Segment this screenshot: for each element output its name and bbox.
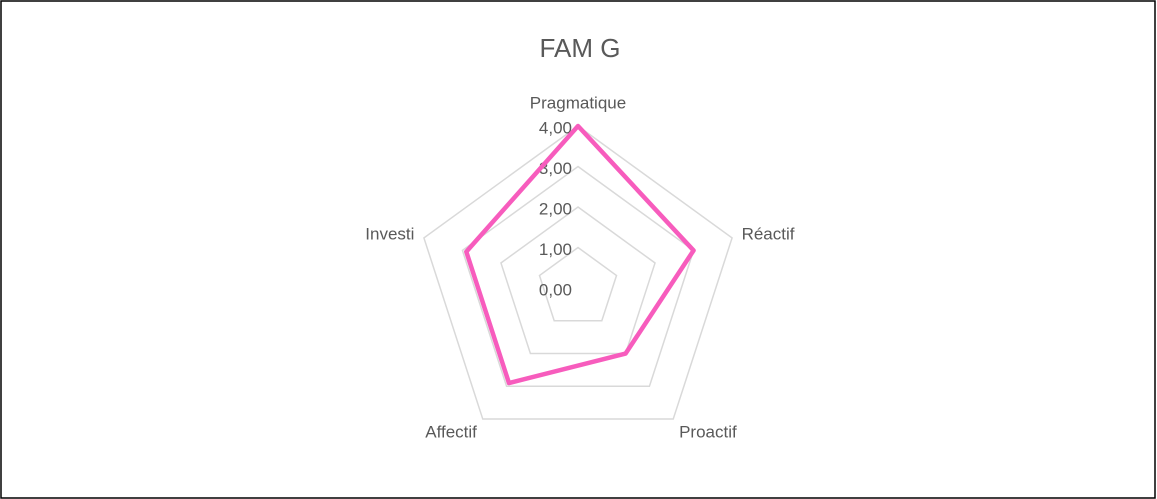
y-tick-label: 1,00 (539, 240, 572, 259)
y-tick-label: 0,00 (539, 280, 572, 299)
category-label: Proactif (679, 423, 737, 442)
category-label: Réactif (742, 224, 795, 243)
y-tick-label: 2,00 (539, 199, 572, 218)
chart-title: FAM G (540, 33, 621, 63)
series-line (464, 123, 696, 386)
grid-ring (423, 125, 733, 420)
category-label: Investi (365, 224, 414, 243)
category-label: Pragmatique (530, 93, 626, 112)
grid-ring (500, 206, 656, 355)
category-label: Affectif (425, 423, 477, 442)
y-tick-label: 4,00 (539, 118, 572, 137)
grid-ring (538, 246, 618, 322)
